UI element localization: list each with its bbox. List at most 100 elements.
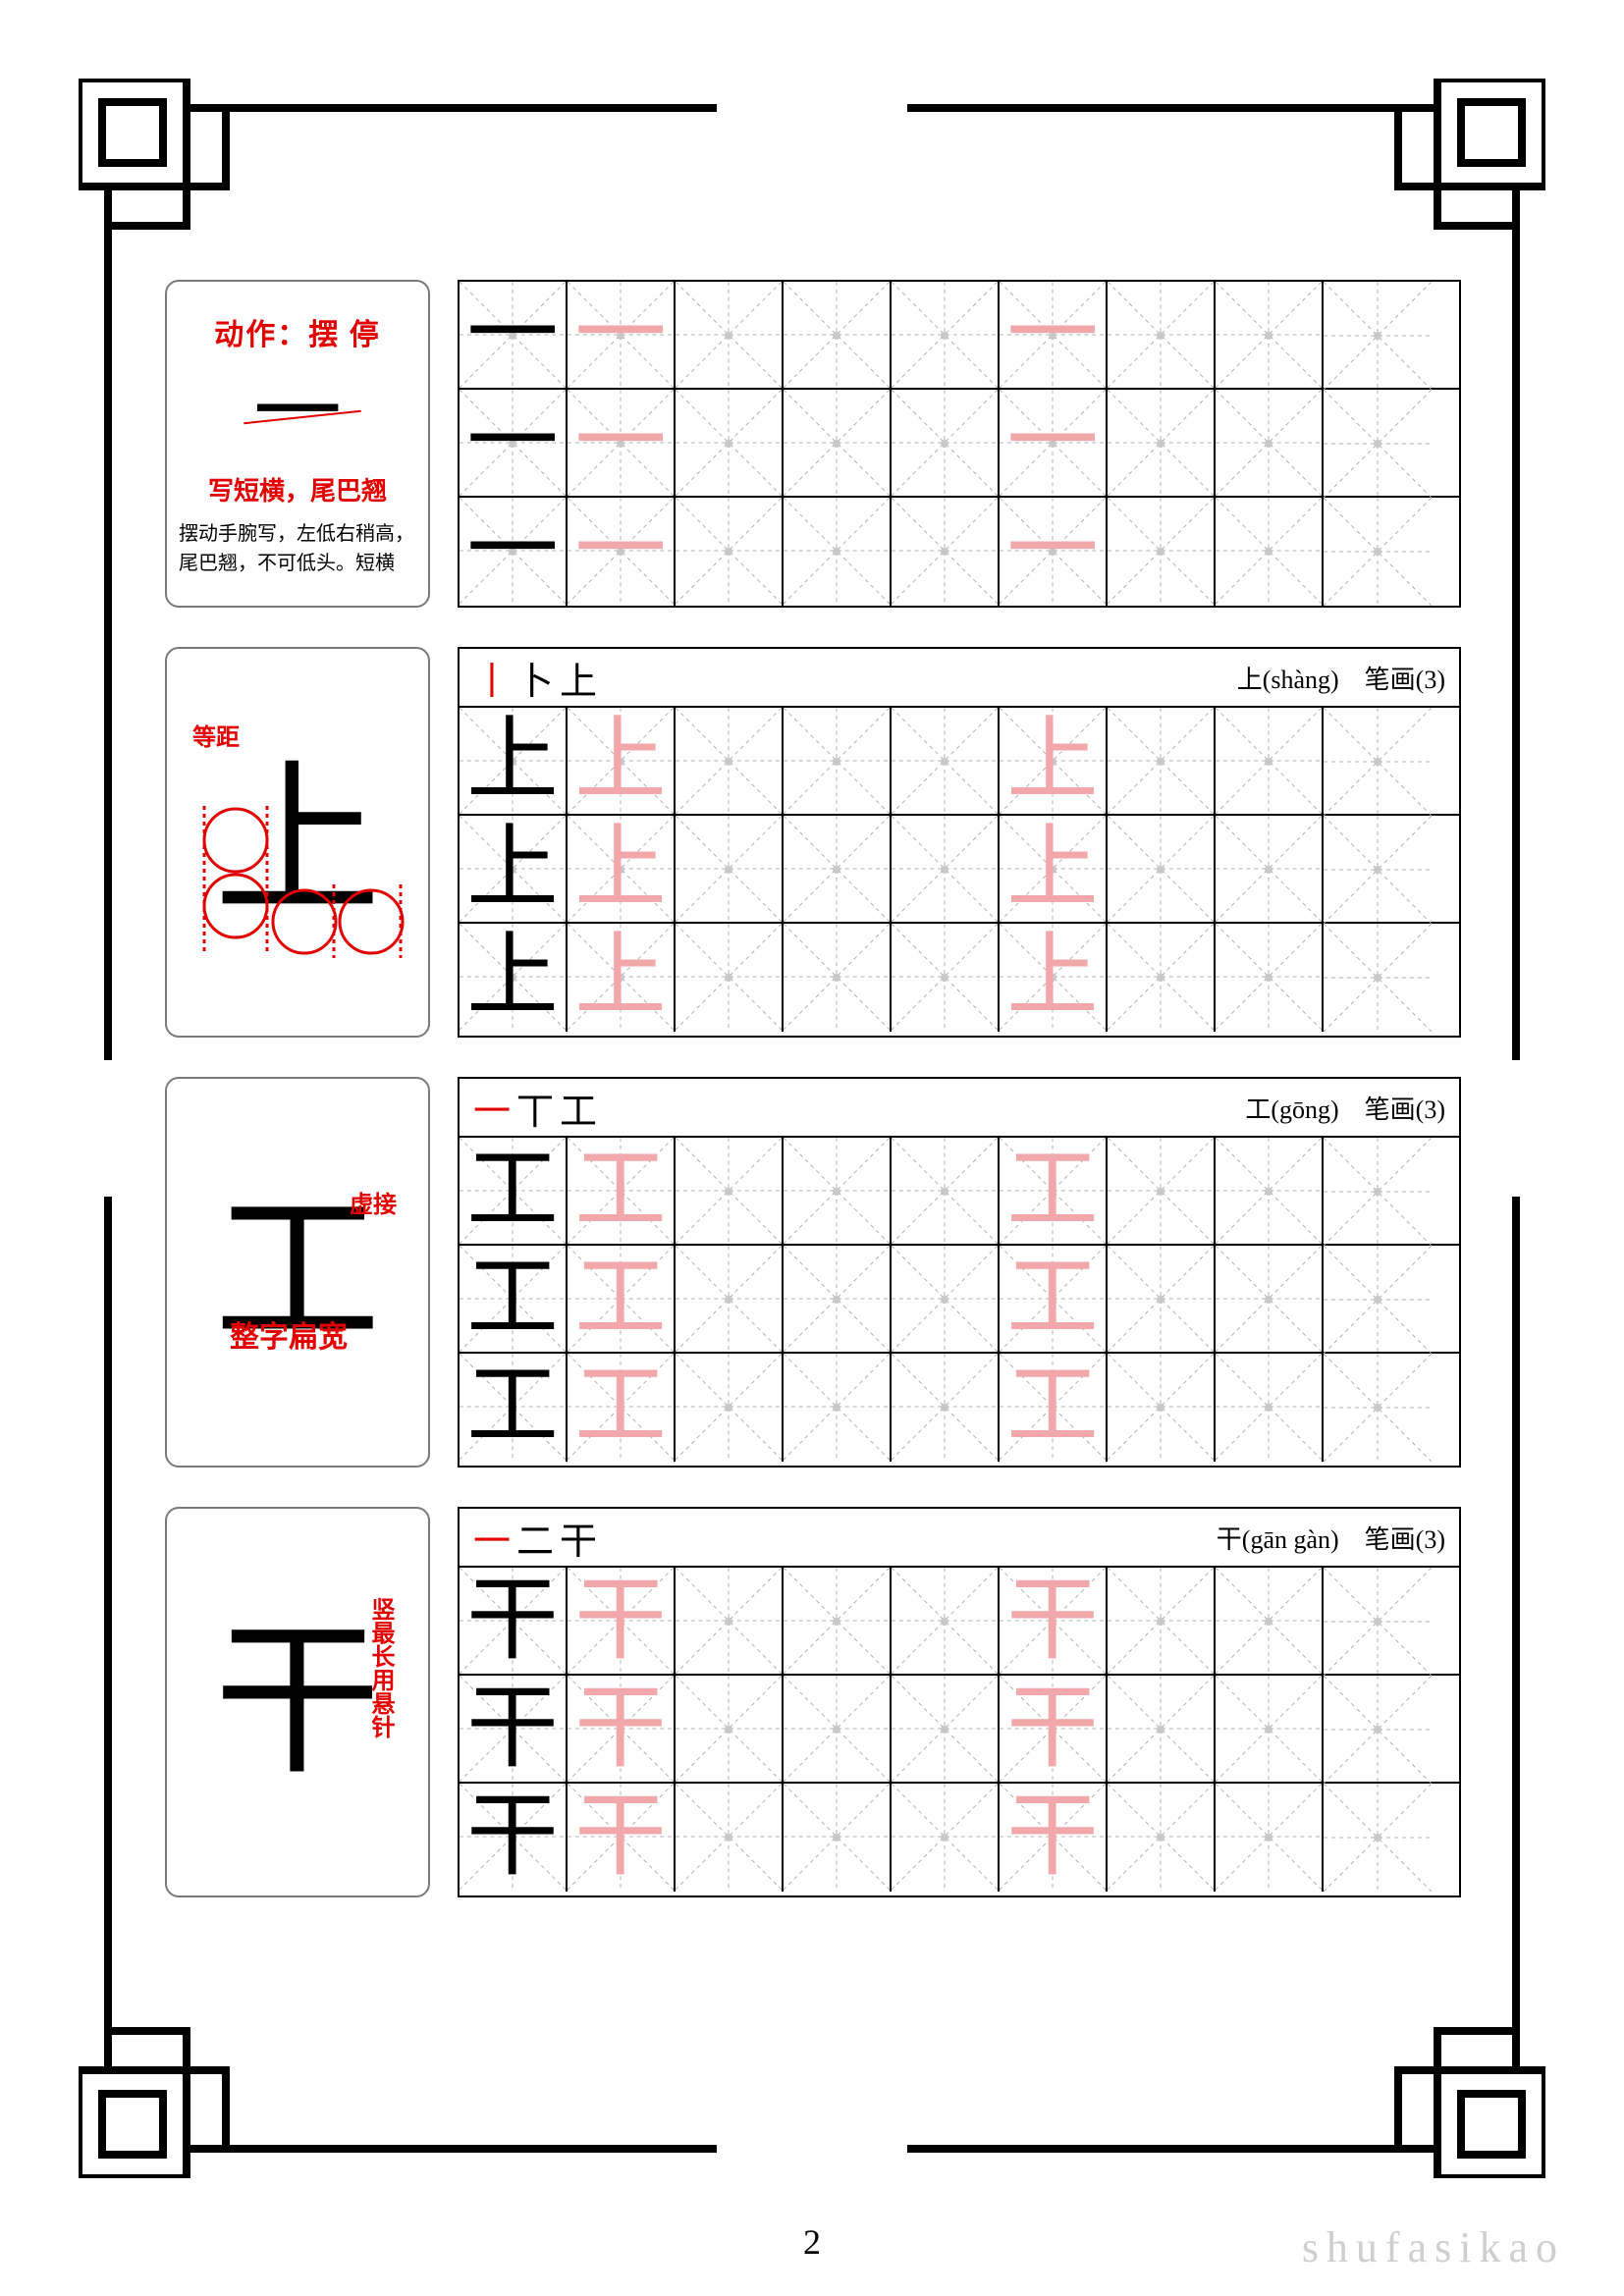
practice-glyph: 上 bbox=[568, 816, 674, 924]
grid-cell bbox=[1108, 1354, 1216, 1462]
content-area: 动作：摆 停 一 写短横，尾巴翘 摆动手腕写，左低右稍高，尾巴翘，不可低头。短横… bbox=[165, 280, 1461, 1937]
example-stroke-glyph: 一 bbox=[253, 369, 342, 457]
grid-cell bbox=[676, 1354, 784, 1462]
grid-cell bbox=[784, 1138, 892, 1246]
practice-row: 干 干 bbox=[460, 1784, 1459, 1892]
practice-glyph: 一 bbox=[568, 390, 674, 498]
grid-cell bbox=[1324, 282, 1432, 390]
grid-cell bbox=[784, 390, 892, 498]
practice-glyph: 干 bbox=[1000, 1784, 1106, 1892]
practice-row: 上 上 bbox=[460, 708, 1459, 816]
grid-cell: 工 bbox=[460, 1246, 568, 1354]
practice-glyph: 一 bbox=[1000, 498, 1106, 606]
grid-cell bbox=[1108, 1676, 1216, 1784]
grid-header: 一二干干(gān gàn) 笔画(3) bbox=[460, 1509, 1459, 1568]
grid-cell bbox=[892, 924, 1000, 1032]
grid-cell bbox=[784, 1676, 892, 1784]
grid-cell bbox=[784, 1784, 892, 1892]
practice-row: 工 工 bbox=[460, 1354, 1459, 1462]
grid-cell bbox=[892, 282, 1000, 390]
grid-cell: 干 bbox=[1000, 1676, 1108, 1784]
practice-grid-stroke: 一 一 bbox=[458, 280, 1461, 608]
practice-glyph: 工 bbox=[460, 1246, 566, 1354]
grid-cell bbox=[1324, 498, 1432, 606]
grid-cell: 工 bbox=[460, 1138, 568, 1246]
grid-cell: 一 bbox=[568, 282, 676, 390]
practice-glyph: 上 bbox=[460, 924, 566, 1032]
grid-cell bbox=[1108, 1568, 1216, 1676]
grid-cell bbox=[784, 708, 892, 816]
stroke-order: 丨卜上 bbox=[473, 651, 603, 705]
grid-cell bbox=[784, 1246, 892, 1354]
grid-cell: 一 bbox=[568, 498, 676, 606]
practice-glyph: 工 bbox=[1000, 1354, 1106, 1462]
grid-cell bbox=[1324, 1354, 1432, 1462]
grid-cell: 一 bbox=[460, 390, 568, 498]
grid-cell: 干 bbox=[568, 1568, 676, 1676]
grid-cell bbox=[1108, 1784, 1216, 1892]
grid-cell bbox=[1216, 1354, 1324, 1462]
grid-cell bbox=[676, 1568, 784, 1676]
practice-glyph: 干 bbox=[1000, 1676, 1106, 1784]
grid-cell bbox=[1216, 282, 1324, 390]
practice-glyph: 工 bbox=[568, 1354, 674, 1462]
section-char: 上等距 丨卜上上(shàng) 笔画(3) 上 上 bbox=[165, 647, 1461, 1038]
grid-cell: 工 bbox=[1000, 1354, 1108, 1462]
grid-cell: 一 bbox=[1000, 282, 1108, 390]
practice-glyph: 干 bbox=[1000, 1568, 1106, 1676]
grid-cell bbox=[676, 1784, 784, 1892]
grid-cell: 工 bbox=[568, 1246, 676, 1354]
grid-cell: 工 bbox=[568, 1138, 676, 1246]
grid-cell: 干 bbox=[1000, 1568, 1108, 1676]
section-char: 工虚接整字扁宽一丅工工(gōng) 笔画(3) 工 工 bbox=[165, 1077, 1461, 1468]
grid-cell bbox=[892, 1676, 1000, 1784]
grid-cell bbox=[1324, 1676, 1432, 1784]
practice-glyph: 工 bbox=[568, 1246, 674, 1354]
annotation-label: 整字扁宽 bbox=[230, 1312, 348, 1356]
grid-cell bbox=[676, 1246, 784, 1354]
example-char: 干 bbox=[214, 1619, 381, 1786]
grid-cell: 上 bbox=[460, 708, 568, 816]
grid-header: 丨卜上 上(shàng) 笔画(3) bbox=[460, 649, 1459, 708]
grid-cell bbox=[892, 1138, 1000, 1246]
practice-row: 干 干 bbox=[460, 1568, 1459, 1676]
grid-cell bbox=[676, 924, 784, 1032]
practice-row: 干 干 bbox=[460, 1676, 1459, 1784]
grid-cell: 一 bbox=[568, 390, 676, 498]
practice-row: 上 上 bbox=[460, 816, 1459, 924]
practice-glyph: 上 bbox=[460, 816, 566, 924]
grid-header: 一丅工工(gōng) 笔画(3) bbox=[460, 1079, 1459, 1138]
practice-glyph: 工 bbox=[460, 1354, 566, 1462]
grid-cell bbox=[1108, 924, 1216, 1032]
practice-glyph: 工 bbox=[460, 1138, 566, 1246]
grid-cell bbox=[784, 1354, 892, 1462]
grid-cell bbox=[784, 498, 892, 606]
char-meta: 上(shàng) 笔画(3) bbox=[1237, 660, 1445, 696]
grid-cell bbox=[1324, 1138, 1432, 1246]
page: 动作：摆 停 一 写短横，尾巴翘 摆动手腕写，左低右稍高，尾巴翘，不可低头。短横… bbox=[0, 0, 1624, 2296]
grid-cell: 一 bbox=[1000, 498, 1108, 606]
practice-row: 一 一 bbox=[460, 498, 1459, 606]
practice-grid: 一丅工工(gōng) 笔画(3) 工 工 bbox=[458, 1077, 1461, 1468]
grid-cell bbox=[892, 1354, 1000, 1462]
practice-glyph: 一 bbox=[460, 498, 566, 606]
grid-cell bbox=[1324, 708, 1432, 816]
grid-cell bbox=[1216, 498, 1324, 606]
grid-cell bbox=[1216, 816, 1324, 924]
grid-cell bbox=[1216, 924, 1324, 1032]
grid-cell bbox=[676, 390, 784, 498]
practice-glyph: 一 bbox=[568, 282, 674, 390]
grid-cell bbox=[676, 1138, 784, 1246]
practice-glyph: 工 bbox=[1000, 1246, 1106, 1354]
grid-cell: 上 bbox=[568, 816, 676, 924]
grid-cell bbox=[784, 816, 892, 924]
grid-cell bbox=[1216, 1568, 1324, 1676]
practice-glyph: 一 bbox=[1000, 390, 1106, 498]
practice-row: 工 工 bbox=[460, 1138, 1459, 1246]
grid-cell bbox=[676, 816, 784, 924]
grid-cell bbox=[676, 498, 784, 606]
practice-glyph: 干 bbox=[460, 1568, 566, 1676]
grid-cell bbox=[676, 282, 784, 390]
practice-glyph: 一 bbox=[568, 498, 674, 606]
grid-cell: 干 bbox=[460, 1568, 568, 1676]
